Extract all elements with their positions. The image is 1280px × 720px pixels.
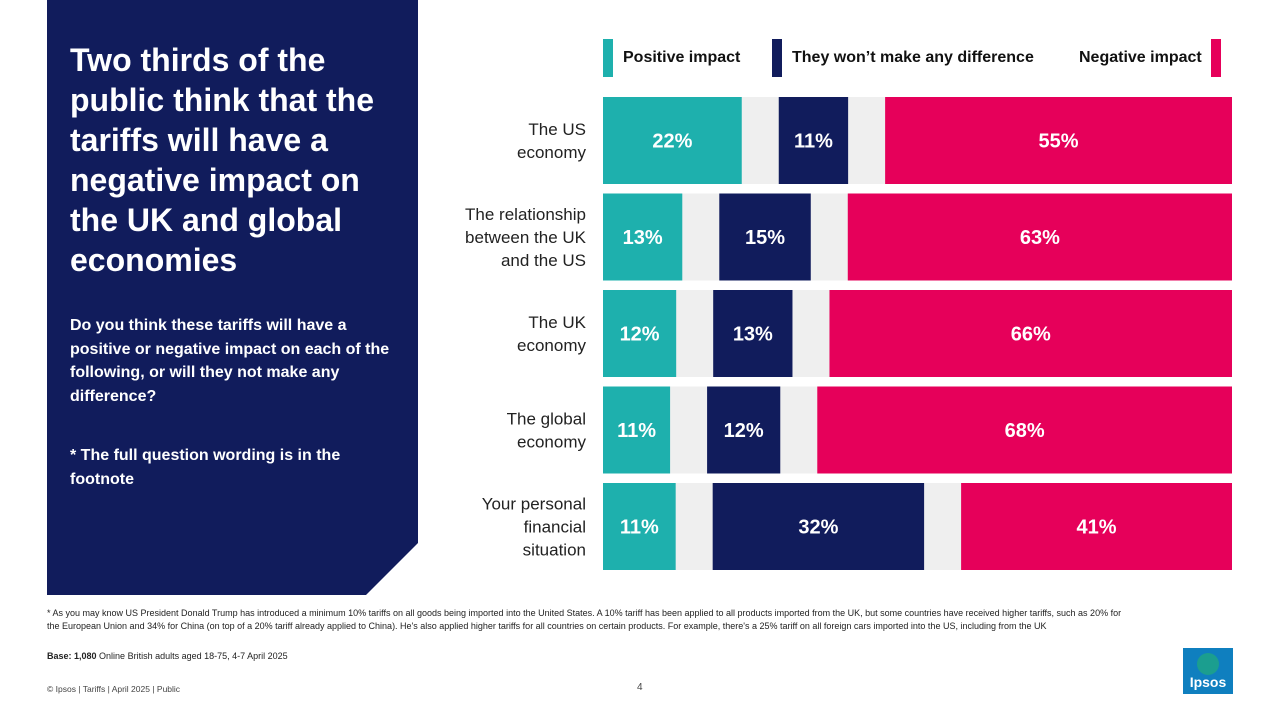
- bar-segment-positive: [603, 290, 677, 377]
- legend-positive-swatch: [603, 39, 613, 77]
- bar-segment-positive: [603, 483, 676, 570]
- stacked-bar-chart: 22% 11% 55% The US economy 13% 15% 63% The relat…: [465, 97, 1232, 570]
- bar-segment-negative: [829, 290, 1232, 377]
- data-label: 55%: [1039, 131, 1079, 153]
- data-label: 22%: [652, 131, 692, 153]
- category-label: economy: [517, 143, 586, 162]
- category-label: The UK: [528, 313, 586, 332]
- bar-segment-negative: [847, 193, 1232, 281]
- logo-text: Ipsos: [1189, 674, 1227, 690]
- data-label: 63%: [1020, 227, 1060, 249]
- base-info: Base: 1,080 Online British adults aged 1…: [47, 651, 288, 661]
- legend-negative-swatch: [1210, 39, 1221, 77]
- data-label: 11%: [620, 517, 659, 539]
- logo-mark-icon: [1197, 653, 1219, 675]
- data-label: 13%: [623, 227, 663, 249]
- footer-copyright: © Ipsos | Tariffs | April 2025 | Public: [47, 684, 181, 694]
- data-label: 41%: [1077, 517, 1117, 539]
- bar-segment-negative: [885, 97, 1232, 184]
- footnote: * As you may know US President Donald Tr…: [47, 608, 1122, 631]
- category-label: The US: [528, 120, 586, 139]
- data-label: 15%: [745, 227, 785, 249]
- question-note: * The full question wording is in the fo…: [70, 447, 341, 488]
- legend-negative-label: Negative impact: [1079, 49, 1202, 66]
- category-label: economy: [517, 433, 586, 452]
- legend-positive: Positive impact: [603, 39, 740, 77]
- data-label: 68%: [1005, 420, 1045, 442]
- legend-positive-label: Positive impact: [623, 49, 741, 66]
- legend-neutral-label: They won’t make any difference: [792, 49, 1034, 66]
- legend-negative: Negative impact: [1079, 39, 1221, 77]
- category-label: between the UK: [465, 228, 587, 247]
- bar-segment-neutral: [713, 290, 793, 377]
- page-title: Two thirds of the public think that the …: [70, 42, 374, 278]
- category-label: situation: [523, 541, 586, 560]
- bar-segment-negative: [817, 386, 1232, 474]
- bar-segment-positive: [603, 386, 671, 474]
- data-label: 12%: [724, 420, 764, 442]
- question-text: Do you think these tariffs will have a p…: [70, 317, 390, 405]
- legend-neutral-swatch: [772, 39, 782, 77]
- base-text: Online British adults aged 18-75, 4-7 Ap…: [96, 651, 288, 661]
- data-label: 66%: [1011, 324, 1051, 346]
- data-label: 11%: [617, 420, 656, 442]
- bar-segment-neutral: [719, 193, 811, 281]
- category-label: The relationship: [465, 205, 586, 224]
- bar-segment-positive: [603, 97, 742, 184]
- bar-segment-neutral: [712, 483, 925, 570]
- ipsos-logo: Ipsos: [1183, 648, 1233, 694]
- data-label: 13%: [733, 324, 773, 346]
- title-panel: [47, 0, 418, 595]
- category-label: The global: [507, 410, 586, 429]
- bar-segment-negative: [961, 483, 1232, 570]
- category-label: economy: [517, 336, 586, 355]
- bar-segment-positive: [603, 193, 683, 281]
- category-label: and the US: [501, 251, 586, 270]
- category-label: Your personal: [482, 495, 586, 514]
- data-label: 12%: [620, 324, 660, 346]
- data-label: 32%: [798, 517, 838, 539]
- category-label: financial: [524, 518, 586, 537]
- bar-segment-neutral: [707, 386, 781, 474]
- bar-segment-neutral: [778, 97, 849, 184]
- data-label: 11%: [794, 131, 833, 153]
- base-label: Base: 1,080: [47, 651, 97, 661]
- page-number: 4: [637, 682, 643, 693]
- legend-neutral: They won’t make any difference: [772, 39, 1034, 77]
